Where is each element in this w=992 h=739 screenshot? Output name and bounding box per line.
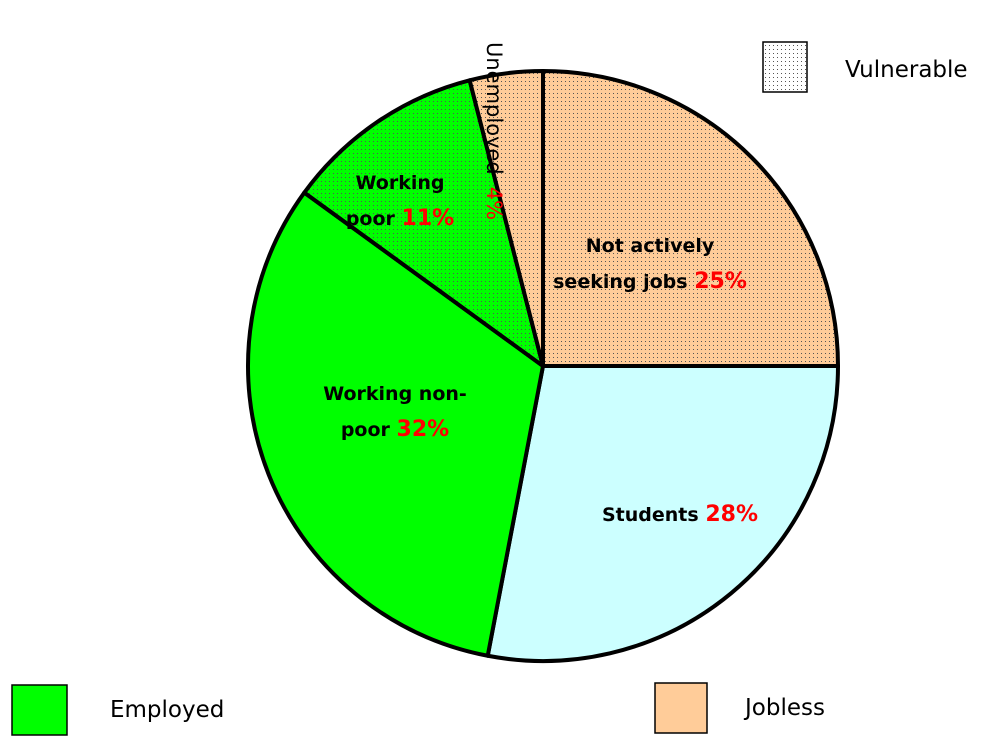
category-label: Unemployed: [482, 42, 506, 175]
pie-slice: [541, 69, 840, 368]
slice-label: Students 28%: [550, 496, 810, 535]
slice-label: Working non-poor 32%: [300, 378, 490, 450]
value-label: 25%: [694, 269, 747, 295]
legend-label: Employed: [110, 697, 225, 723]
legend-swatch: [762, 41, 808, 93]
slice-label: Not actively seeking jobs 25%: [550, 230, 750, 302]
legend-swatch: [11, 684, 68, 736]
legend-label: Jobless: [745, 695, 825, 721]
pie-slice: [467, 69, 545, 368]
slice-label: Working poor 11%: [330, 167, 470, 239]
category-label: Students: [602, 503, 699, 526]
category-label: Working non-poor: [323, 383, 467, 442]
value-label: 4%: [482, 187, 506, 220]
slice-label: Unemployed 4%: [482, 42, 506, 220]
legend-swatch: [654, 682, 708, 734]
category-label: Not actively seeking jobs: [553, 235, 715, 294]
pie-slice: [246, 190, 545, 658]
pie-slice: [485, 364, 840, 663]
value-label: 32%: [396, 417, 450, 443]
legend-label: Vulnerable: [845, 57, 968, 83]
category-label: Working poor: [345, 172, 445, 231]
value-label: 28%: [705, 501, 758, 527]
value-label: 11%: [401, 206, 455, 232]
pie-slice: [302, 78, 545, 368]
